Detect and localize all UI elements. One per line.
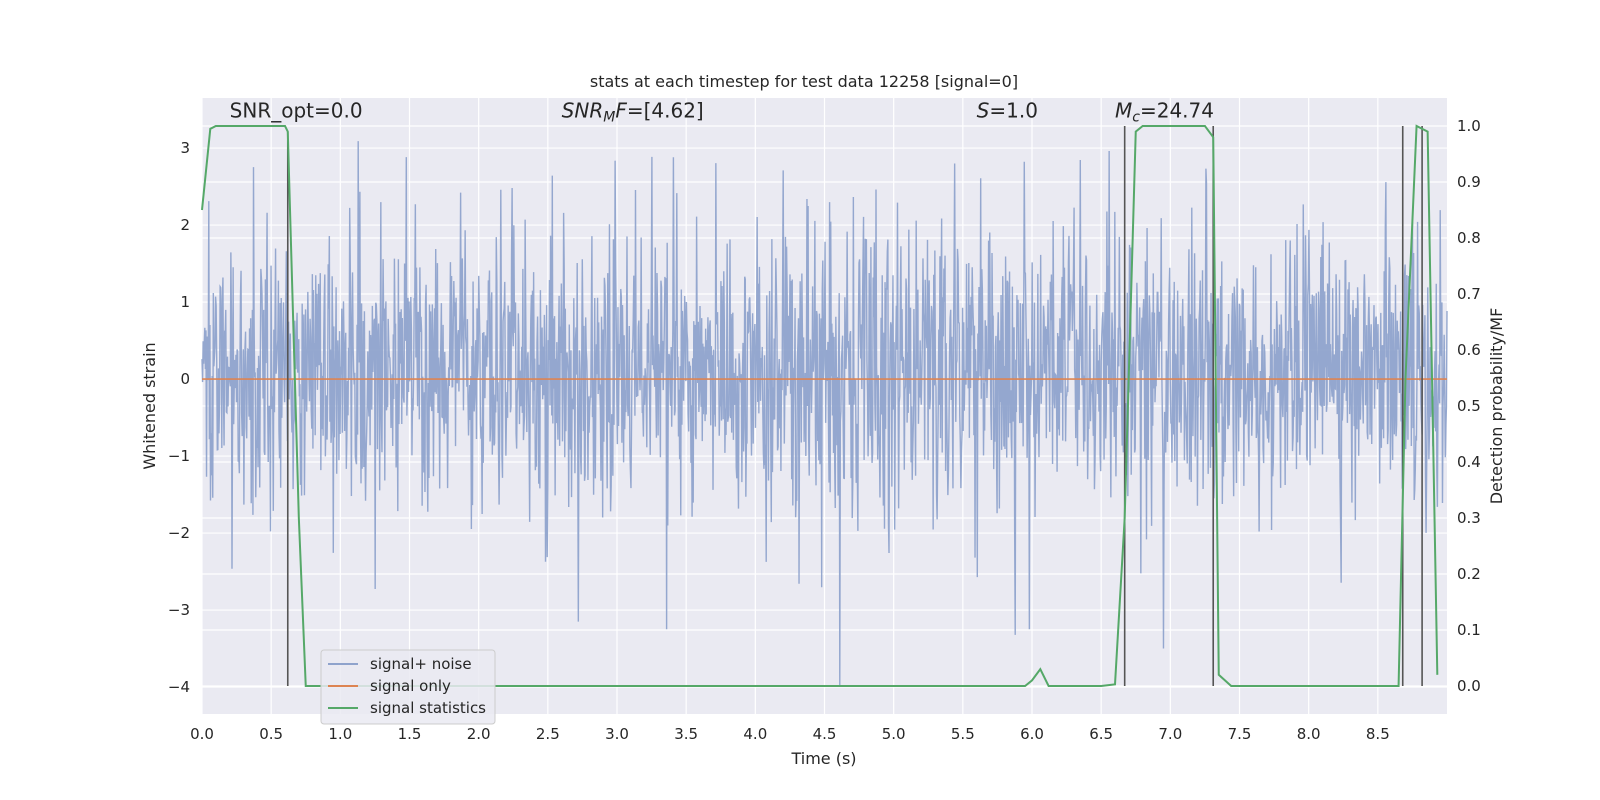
x-tick-label-16: 8.0 xyxy=(1297,725,1321,743)
x-tick-label-15: 7.5 xyxy=(1228,725,1252,743)
annotation-snr-opt: SNR_opt=0.0 xyxy=(230,98,363,122)
annotations: SNR_opt=0.0 SNRMF=[4.62] S=1.0 Mc=24.74 xyxy=(230,98,1214,125)
x-tick-label-1: 0.5 xyxy=(259,725,283,743)
y-right-tick-label-9: 0.1 xyxy=(1457,621,1481,639)
y-right-tick-label-2: 0.8 xyxy=(1457,229,1481,247)
y-right-tick-label-4: 0.6 xyxy=(1457,341,1481,359)
y-right-tick-label-10: 0.0 xyxy=(1457,677,1481,695)
x-tick-label-2: 1.0 xyxy=(328,725,352,743)
y-left-tick-label-1: 2 xyxy=(180,216,190,234)
legend-box xyxy=(320,649,496,725)
y-left-axis-ticks: 3 2 1 0 −1 −2 −3 −4 xyxy=(168,139,190,696)
x-tick-label-10: 5.0 xyxy=(882,725,906,743)
y-left-tick-label-2: 1 xyxy=(180,293,190,311)
x-tick-label-3: 1.5 xyxy=(398,725,422,743)
x-tick-label-7: 3.5 xyxy=(674,725,698,743)
legend-label-2: signal statistics xyxy=(370,699,486,717)
y-left-tick-label-4: −1 xyxy=(168,447,190,465)
x-tick-label-8: 4.0 xyxy=(743,725,767,743)
x-tick-label-13: 6.5 xyxy=(1089,725,1113,743)
annotation-mc: Mc=24.74 xyxy=(1115,98,1214,125)
y-left-axis-label: Whitened strain xyxy=(140,342,159,469)
y-right-tick-label-0: 1.0 xyxy=(1457,117,1481,135)
x-tick-label-14: 7.0 xyxy=(1158,725,1182,743)
x-tick-label-12: 6.0 xyxy=(1020,725,1044,743)
chart-title: stats at each timestep for test data 122… xyxy=(590,72,1018,91)
series-signal-statistics xyxy=(201,124,1439,687)
y-left-tick-label-7: −4 xyxy=(168,678,190,696)
x-tick-label-4: 2.0 xyxy=(467,725,491,743)
y-right-tick-label-3: 0.7 xyxy=(1457,285,1481,303)
x-axis-ticks: 0.0 0.5 1.0 1.5 2.0 2.5 3.0 3.5 4.0 4.5 5.0 5.5 6.0 6… xyxy=(190,725,1390,743)
y-right-tick-label-5: 0.5 xyxy=(1457,397,1481,415)
x-tick-label-17: 8.5 xyxy=(1366,725,1390,743)
series-signal-noise xyxy=(201,141,1448,688)
x-tick-label-9: 4.5 xyxy=(813,725,837,743)
y-left-tick-label-6: −3 xyxy=(168,601,190,619)
annotation-s: S=1.0 xyxy=(977,98,1038,122)
y-left-tick-label-5: −2 xyxy=(168,524,190,542)
y-left-tick-label-0: 3 xyxy=(180,139,190,157)
y-right-tick-label-8: 0.2 xyxy=(1457,565,1481,583)
y-right-tick-label-6: 0.4 xyxy=(1457,453,1481,471)
x-tick-label-5: 2.5 xyxy=(536,725,560,743)
annotation-snr-mf: SNRMF=[4.62] xyxy=(562,98,704,125)
y-right-axis-label: Detection probability/MF xyxy=(1487,308,1506,505)
x-axis-label: Time (s) xyxy=(790,749,856,768)
x-tick-label-6: 3.0 xyxy=(605,725,629,743)
signal-statistics-line xyxy=(201,124,1439,687)
x-tick-label-11: 5.5 xyxy=(951,725,975,743)
y-right-axis-ticks: 1.0 0.9 0.8 0.7 0.6 0.5 0.4 0.3 0.2 0.1 0.0 xyxy=(1457,117,1481,695)
y-right-tick-label-7: 0.3 xyxy=(1457,509,1481,527)
legend-label-1: signal only xyxy=(370,677,451,695)
y-right-tick-label-1: 0.9 xyxy=(1457,173,1481,191)
legend-label-0: signal+ noise xyxy=(370,655,472,673)
legend: signal+ noise signal only signal statistic… xyxy=(320,649,496,725)
x-tick-label-0: 0.0 xyxy=(190,725,214,743)
y-left-tick-label-3: 0 xyxy=(180,370,190,388)
signal-noise-line xyxy=(201,141,1448,688)
